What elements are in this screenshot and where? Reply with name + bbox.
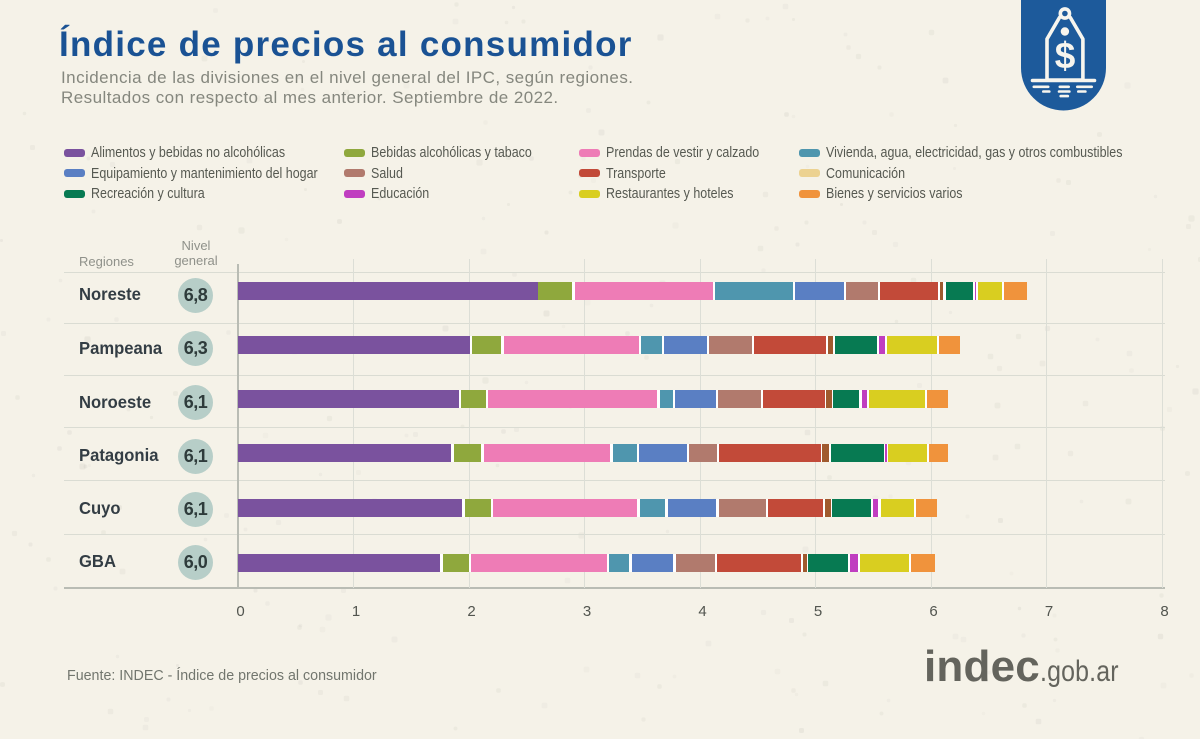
svg-text:$: $ [1055, 35, 1076, 76]
